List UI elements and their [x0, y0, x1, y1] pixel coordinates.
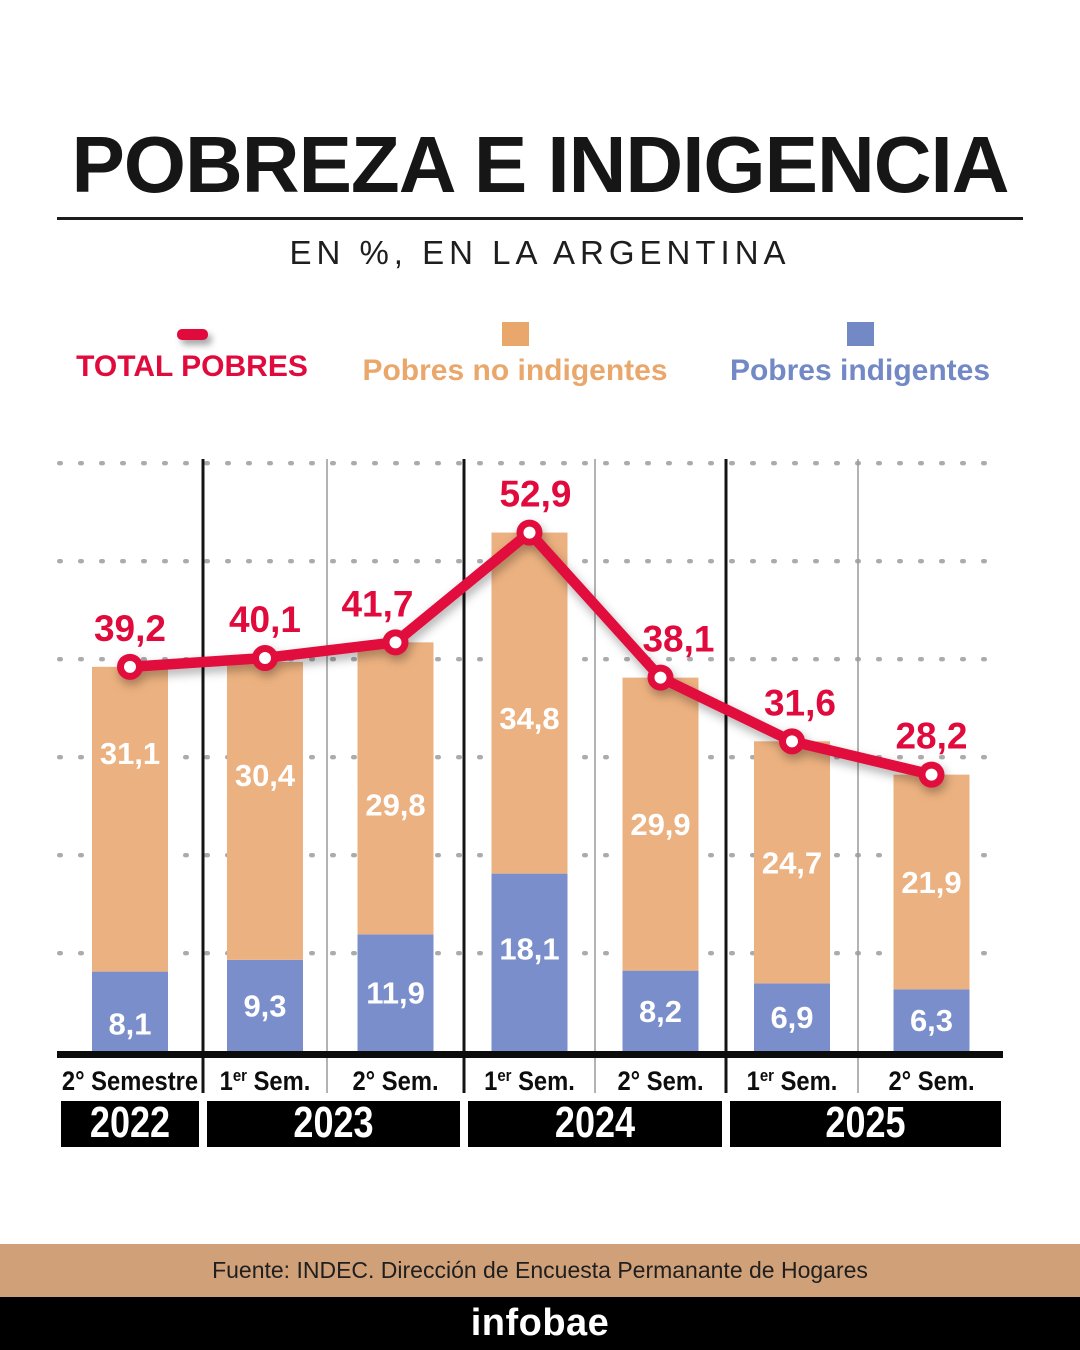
value-label-no-indigentes-1: 30,4: [235, 758, 296, 793]
year-bands: 2022 2023 2024 2025: [61, 1098, 1001, 1147]
x-axis-line: [57, 1051, 1003, 1058]
year-label-2024: 2024: [555, 1098, 636, 1147]
value-label-indigentes-2: 11,9: [366, 976, 425, 1011]
year-box-2025: [730, 1101, 1001, 1147]
brand-band: infobae: [0, 1297, 1080, 1350]
year-label-2025: 2025: [825, 1098, 905, 1147]
title-underline: [57, 217, 1023, 220]
bar-no-indigentes-1: [227, 661, 303, 960]
total-marker-3: [516, 519, 543, 546]
legend-item-total-pobres: TOTAL POBRES: [32, 322, 352, 384]
page-subtitle: EN %, EN LA ARGENTINA: [289, 234, 791, 271]
value-label-indigentes-3: 18,1: [499, 931, 559, 966]
bar-no-indigentes-0: [92, 666, 168, 972]
year-box-2024: [468, 1101, 722, 1147]
bar-indigentes-4: [622, 970, 699, 1051]
source-text: Fuente: INDEC. Dirección de Encuesta Per…: [212, 1257, 868, 1283]
total-marker-2: [382, 629, 409, 656]
legend-label-pobres-no-indigentes: Pobres no indigentes: [362, 354, 668, 387]
column-separators: [201, 459, 859, 1093]
total-label-1: 40,1: [229, 599, 301, 640]
year-label-2023: 2023: [293, 1098, 373, 1147]
bar-indigentes-2: [357, 934, 434, 1051]
total-label-4: 38,1: [642, 619, 714, 660]
bar-indigentes-6: [893, 989, 970, 1051]
period-labels: 2° Semestre 1er Sem. 2° Sem. 1er Sem. 2° Sem…: [62, 1067, 975, 1097]
bar-value-labels: 31,1 8,1 30,4 9,3 29,8 11,9 34,8 18,1 29,9 8,2 24,…: [100, 701, 962, 1041]
total-labels: 39,2 40,1 41,7 52,9 38,1 31,6 28,2: [94, 474, 968, 757]
total-marker-0: [117, 653, 143, 680]
value-label-indigentes-5: 6,9: [770, 1000, 813, 1035]
bar-no-indigentes-4: [622, 677, 699, 971]
period-label-6: 2° Sem.: [888, 1067, 974, 1097]
year-label-2022: 2022: [90, 1098, 170, 1147]
total-label-5: 31,6: [764, 682, 836, 723]
total-label-2: 41,7: [341, 583, 413, 624]
period-label-4: 2° Sem.: [617, 1067, 703, 1097]
total-label-0: 39,2: [94, 608, 166, 649]
total-label-3: 52,9: [499, 474, 571, 515]
year-box-2023: [207, 1101, 460, 1147]
total-pobres-dash-icon: [176, 329, 208, 340]
bar-indigentes-1: [227, 959, 303, 1051]
source-band: Fuente: INDEC. Dirección de Encuesta Per…: [0, 1244, 1080, 1297]
legend-item-pobres-indigentes: Pobres indigentes: [700, 322, 1020, 388]
value-label-indigentes-4: 8,2: [639, 994, 682, 1029]
period-label-2: 2° Sem.: [352, 1067, 438, 1097]
legend-label-total-pobres: TOTAL POBRES: [76, 350, 308, 383]
bars: [92, 532, 970, 1051]
total-line-group: [117, 519, 945, 788]
value-label-no-indigentes-2: 29,8: [365, 787, 425, 822]
bar-indigentes-3: [491, 873, 568, 1051]
value-label-indigentes-0: 8,1: [108, 1006, 151, 1041]
pobres-no-indigentes-square-icon: [501, 322, 529, 346]
total-label-6: 28,2: [895, 716, 967, 757]
bar-indigentes-5: [754, 983, 830, 1051]
total-marker-4: [647, 664, 674, 691]
infobae-logo: infobae: [470, 1302, 610, 1344]
bar-no-indigentes-3: [491, 532, 568, 874]
period-label-1: 1er Sem.: [220, 1067, 311, 1097]
bar-no-indigentes-5: [754, 741, 830, 984]
page-title: POBREZA E INDIGENCIA: [71, 120, 1009, 209]
period-label-3: 1er Sem.: [484, 1067, 575, 1097]
value-label-indigentes-1: 9,3: [243, 988, 286, 1023]
total-marker-5: [779, 728, 805, 755]
pobres-indigentes-square-icon: [846, 322, 874, 346]
period-label-5: 1er Sem.: [747, 1067, 838, 1097]
value-label-no-indigentes-4: 29,9: [630, 807, 690, 842]
value-label-no-indigentes-3: 34,8: [499, 701, 559, 736]
value-label-no-indigentes-6: 21,9: [901, 865, 961, 900]
bar-indigentes-0: [92, 971, 168, 1051]
value-label-no-indigentes-5: 24,7: [762, 845, 822, 880]
total-marker-6: [918, 761, 945, 788]
value-label-no-indigentes-0: 31,1: [100, 736, 160, 771]
bar-no-indigentes-2: [357, 642, 434, 935]
year-box-2022: [61, 1101, 199, 1147]
total-marker-1: [252, 645, 278, 672]
value-label-indigentes-6: 6,3: [910, 1003, 953, 1038]
legend-label-pobres-indigentes: Pobres indigentes: [729, 354, 991, 387]
legend-item-pobres-no-indigentes: Pobres no indigentes: [355, 322, 675, 388]
period-label-0: 2° Semestre: [62, 1067, 198, 1097]
bar-no-indigentes-6: [893, 774, 970, 990]
